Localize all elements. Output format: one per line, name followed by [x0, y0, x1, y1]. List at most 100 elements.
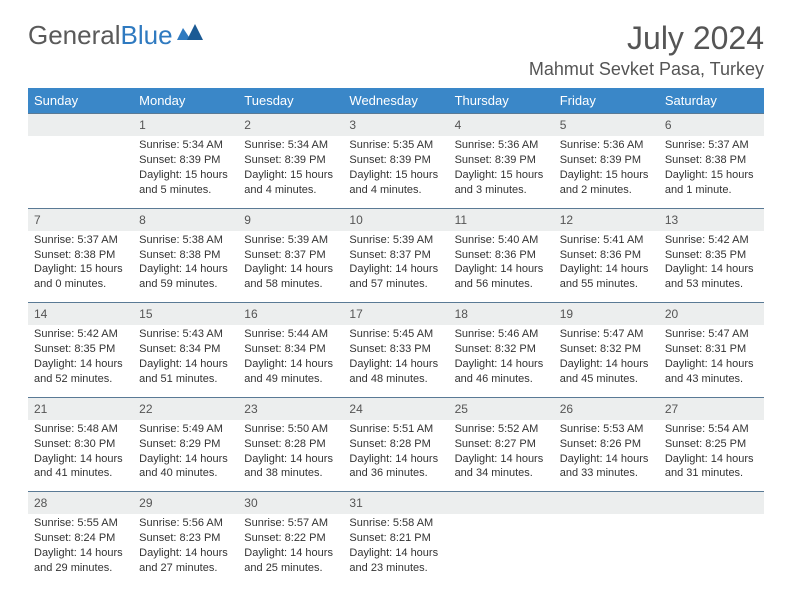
day-line: Daylight: 14 hours	[560, 357, 653, 372]
day-line: Daylight: 14 hours	[139, 262, 232, 277]
day-number: 1	[133, 114, 238, 137]
day-number: 13	[659, 208, 764, 231]
day-line: Sunrise: 5:44 AM	[244, 327, 337, 342]
day-cell: Sunrise: 5:41 AMSunset: 8:36 PMDaylight:…	[554, 231, 659, 303]
day-line: Sunset: 8:34 PM	[139, 342, 232, 357]
day-line: and 59 minutes.	[139, 277, 232, 292]
day-line: Sunrise: 5:37 AM	[665, 138, 758, 153]
day-line: Sunrise: 5:54 AM	[665, 422, 758, 437]
day-line: Daylight: 15 hours	[139, 168, 232, 183]
day-line: Sunrise: 5:34 AM	[139, 138, 232, 153]
day-cell: Sunrise: 5:36 AMSunset: 8:39 PMDaylight:…	[554, 136, 659, 208]
day-line: Sunset: 8:38 PM	[139, 248, 232, 263]
day-cell: Sunrise: 5:42 AMSunset: 8:35 PMDaylight:…	[28, 325, 133, 397]
day-line: and 0 minutes.	[34, 277, 127, 292]
day-number	[554, 492, 659, 515]
day-line: and 52 minutes.	[34, 372, 127, 387]
day-line: Sunrise: 5:37 AM	[34, 233, 127, 248]
day-line: and 34 minutes.	[455, 466, 548, 481]
day-line: Sunrise: 5:52 AM	[455, 422, 548, 437]
logo: GeneralBlue	[28, 20, 203, 51]
title-block: July 2024 Mahmut Sevket Pasa, Turkey	[529, 20, 764, 80]
day-line: Sunset: 8:39 PM	[139, 153, 232, 168]
day-line: and 31 minutes.	[665, 466, 758, 481]
day-line: and 29 minutes.	[34, 561, 127, 576]
day-line: and 55 minutes.	[560, 277, 653, 292]
logo-text-2: Blue	[121, 20, 173, 51]
day-line: and 5 minutes.	[139, 183, 232, 198]
day-line: Sunset: 8:38 PM	[34, 248, 127, 263]
day-cell: Sunrise: 5:37 AMSunset: 8:38 PMDaylight:…	[28, 231, 133, 303]
day-line: Sunrise: 5:42 AM	[34, 327, 127, 342]
day-header: Thursday	[449, 88, 554, 114]
day-line: Sunset: 8:33 PM	[349, 342, 442, 357]
day-number-row: 14151617181920	[28, 303, 764, 326]
day-line: Sunset: 8:38 PM	[665, 153, 758, 168]
day-number: 2	[238, 114, 343, 137]
day-line: and 38 minutes.	[244, 466, 337, 481]
day-number-row: 123456	[28, 114, 764, 137]
day-number-row: 28293031	[28, 492, 764, 515]
day-number: 20	[659, 303, 764, 326]
day-line: Sunrise: 5:40 AM	[455, 233, 548, 248]
day-line: Sunrise: 5:47 AM	[560, 327, 653, 342]
day-cell: Sunrise: 5:44 AMSunset: 8:34 PMDaylight:…	[238, 325, 343, 397]
day-line: Sunset: 8:39 PM	[244, 153, 337, 168]
day-cell: Sunrise: 5:45 AMSunset: 8:33 PMDaylight:…	[343, 325, 448, 397]
day-header: Sunday	[28, 88, 133, 114]
day-line: Daylight: 14 hours	[349, 357, 442, 372]
day-line: and 57 minutes.	[349, 277, 442, 292]
day-line: Sunrise: 5:42 AM	[665, 233, 758, 248]
day-line: Daylight: 14 hours	[560, 262, 653, 277]
day-line: and 3 minutes.	[455, 183, 548, 198]
day-line: Sunrise: 5:55 AM	[34, 516, 127, 531]
day-line: Daylight: 14 hours	[139, 546, 232, 561]
day-number: 19	[554, 303, 659, 326]
day-number: 30	[238, 492, 343, 515]
day-number: 8	[133, 208, 238, 231]
day-cell: Sunrise: 5:50 AMSunset: 8:28 PMDaylight:…	[238, 420, 343, 492]
day-line: and 23 minutes.	[349, 561, 442, 576]
header: GeneralBlue July 2024 Mahmut Sevket Pasa…	[28, 20, 764, 80]
day-line: Sunset: 8:35 PM	[665, 248, 758, 263]
day-cell	[659, 514, 764, 585]
day-line: and 33 minutes.	[560, 466, 653, 481]
day-number: 4	[449, 114, 554, 137]
day-line: Sunset: 8:34 PM	[244, 342, 337, 357]
day-line: Daylight: 14 hours	[244, 546, 337, 561]
day-line: Sunrise: 5:38 AM	[139, 233, 232, 248]
day-line: Daylight: 14 hours	[244, 357, 337, 372]
location: Mahmut Sevket Pasa, Turkey	[529, 59, 764, 80]
day-line: and 4 minutes.	[349, 183, 442, 198]
day-line: Sunset: 8:31 PM	[665, 342, 758, 357]
day-line: Daylight: 14 hours	[349, 546, 442, 561]
day-line: Sunrise: 5:41 AM	[560, 233, 653, 248]
day-cell: Sunrise: 5:52 AMSunset: 8:27 PMDaylight:…	[449, 420, 554, 492]
day-line: and 2 minutes.	[560, 183, 653, 198]
day-data-row: Sunrise: 5:48 AMSunset: 8:30 PMDaylight:…	[28, 420, 764, 492]
day-cell: Sunrise: 5:49 AMSunset: 8:29 PMDaylight:…	[133, 420, 238, 492]
day-number: 26	[554, 397, 659, 420]
day-number: 5	[554, 114, 659, 137]
day-cell: Sunrise: 5:46 AMSunset: 8:32 PMDaylight:…	[449, 325, 554, 397]
day-number: 21	[28, 397, 133, 420]
day-cell: Sunrise: 5:38 AMSunset: 8:38 PMDaylight:…	[133, 231, 238, 303]
day-line: Sunset: 8:32 PM	[560, 342, 653, 357]
day-line: Sunset: 8:36 PM	[560, 248, 653, 263]
day-line: Daylight: 15 hours	[665, 168, 758, 183]
day-data-row: Sunrise: 5:55 AMSunset: 8:24 PMDaylight:…	[28, 514, 764, 585]
day-line: Sunset: 8:29 PM	[139, 437, 232, 452]
day-line: Sunset: 8:39 PM	[349, 153, 442, 168]
day-cell: Sunrise: 5:56 AMSunset: 8:23 PMDaylight:…	[133, 514, 238, 585]
day-line: and 49 minutes.	[244, 372, 337, 387]
day-line: Sunset: 8:21 PM	[349, 531, 442, 546]
day-cell: Sunrise: 5:47 AMSunset: 8:31 PMDaylight:…	[659, 325, 764, 397]
day-number-row: 21222324252627	[28, 397, 764, 420]
day-line: and 56 minutes.	[455, 277, 548, 292]
day-cell: Sunrise: 5:42 AMSunset: 8:35 PMDaylight:…	[659, 231, 764, 303]
day-cell: Sunrise: 5:40 AMSunset: 8:36 PMDaylight:…	[449, 231, 554, 303]
day-cell: Sunrise: 5:47 AMSunset: 8:32 PMDaylight:…	[554, 325, 659, 397]
day-number: 11	[449, 208, 554, 231]
day-number: 28	[28, 492, 133, 515]
day-line: Sunset: 8:23 PM	[139, 531, 232, 546]
